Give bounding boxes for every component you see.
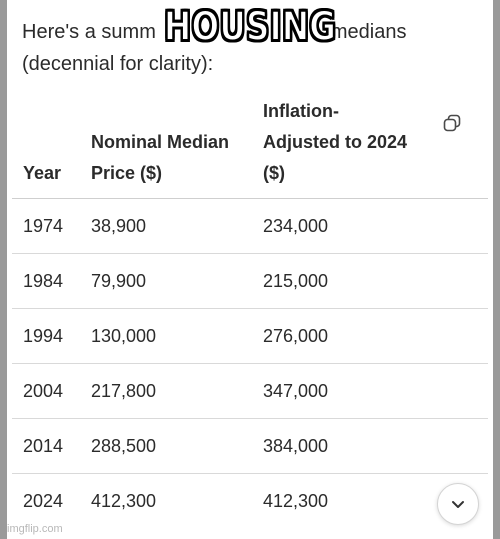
header-adjusted-line1: Inflation- (263, 101, 339, 121)
header-divider (12, 198, 488, 199)
cell-nominal: 288,500 (91, 436, 157, 456)
cell-nominal: 217,800 (91, 381, 157, 401)
table-row: 2004 217,800 347,000 (12, 364, 488, 419)
cell-nominal: 38,900 (91, 216, 147, 236)
table-header: Year Nominal Median Price ($) Inflation-… (0, 95, 500, 199)
imgflip-watermark: imgflip.com (7, 523, 63, 535)
table-row: 2024 412,300 412,300 (12, 474, 488, 528)
table-row: 1984 79,900 215,000 (12, 254, 488, 309)
header-adjusted-line3: ($) (263, 163, 285, 183)
header-nominal: Nominal Median Price ($) (91, 127, 229, 189)
chevron-down-icon (452, 501, 464, 508)
cell-nominal: 130,000 (91, 326, 157, 346)
cell-adjusted: 234,000 (263, 216, 329, 236)
cell-year: 1974 (23, 216, 64, 236)
header-adjusted: Inflation- Adjusted to 2024 ($) (263, 96, 407, 189)
copy-icon[interactable] (442, 113, 462, 133)
cell-year: 1984 (23, 271, 64, 291)
header-nominal-line1: Nominal Median (91, 132, 230, 152)
housing-table: Year Nominal Median Price ($) Inflation-… (0, 95, 500, 528)
header-year: Year (23, 163, 62, 183)
cell-adjusted: 347,000 (263, 381, 329, 401)
cell-year: 2014 (23, 436, 64, 456)
table-row: 1994 130,000 276,000 (12, 309, 488, 364)
meme-caption: HOUSING (163, 3, 337, 51)
header-nominal-line2: Price ($) (91, 163, 163, 183)
cell-year: 1994 (23, 326, 64, 346)
cell-adjusted: 215,000 (263, 271, 329, 291)
scroll-down-button[interactable] (437, 483, 479, 525)
cell-nominal: 79,900 (91, 271, 147, 291)
cell-year: 2024 (23, 491, 64, 511)
left-edge (0, 0, 7, 539)
intro-line1: Here's a summ (22, 21, 156, 43)
cell-adjusted: 412,300 (263, 491, 329, 511)
cell-year: 2004 (23, 381, 64, 401)
table-row: 1974 38,900 234,000 (12, 199, 488, 254)
intro-line2: (decennial for clarity): (22, 53, 214, 75)
right-edge (493, 0, 500, 539)
header-adjusted-line2: Adjusted to 2024 (263, 132, 408, 152)
table-row: 2014 288,500 384,000 (12, 419, 488, 474)
cell-adjusted: 384,000 (263, 436, 329, 456)
cell-nominal: 412,300 (91, 491, 157, 511)
intro-text: Here's a summ medians (decennial for clar… (22, 16, 472, 80)
cell-adjusted: 276,000 (263, 326, 329, 346)
intro-line1-tail: medians (330, 21, 407, 43)
